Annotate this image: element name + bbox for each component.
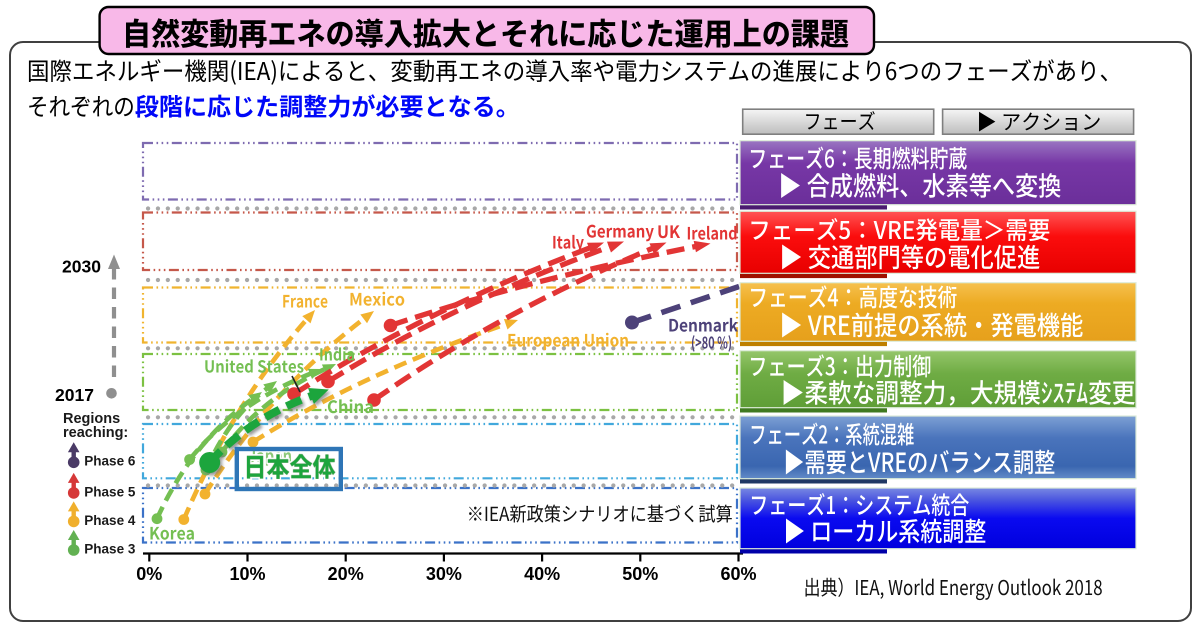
svg-text:Phase 3: Phase 3 [84, 541, 136, 556]
svg-text:2017: 2017 [55, 385, 94, 405]
svg-text:50%: 50% [622, 564, 658, 584]
svg-text:Phase 5: Phase 5 [84, 484, 136, 499]
svg-text:2030: 2030 [62, 257, 101, 277]
svg-text:20%: 20% [328, 564, 364, 584]
svg-text:Regions: Regions [63, 411, 120, 427]
svg-text:10%: 10% [229, 564, 265, 584]
svg-text:0%: 0% [136, 564, 162, 584]
svg-text:Phase 6: Phase 6 [84, 454, 136, 469]
svg-text:30%: 30% [426, 564, 462, 584]
svg-text:40%: 40% [524, 564, 560, 584]
svg-text:reaching:: reaching: [63, 425, 128, 441]
svg-text:Phase 4: Phase 4 [84, 513, 136, 528]
svg-text:60%: 60% [720, 564, 756, 584]
